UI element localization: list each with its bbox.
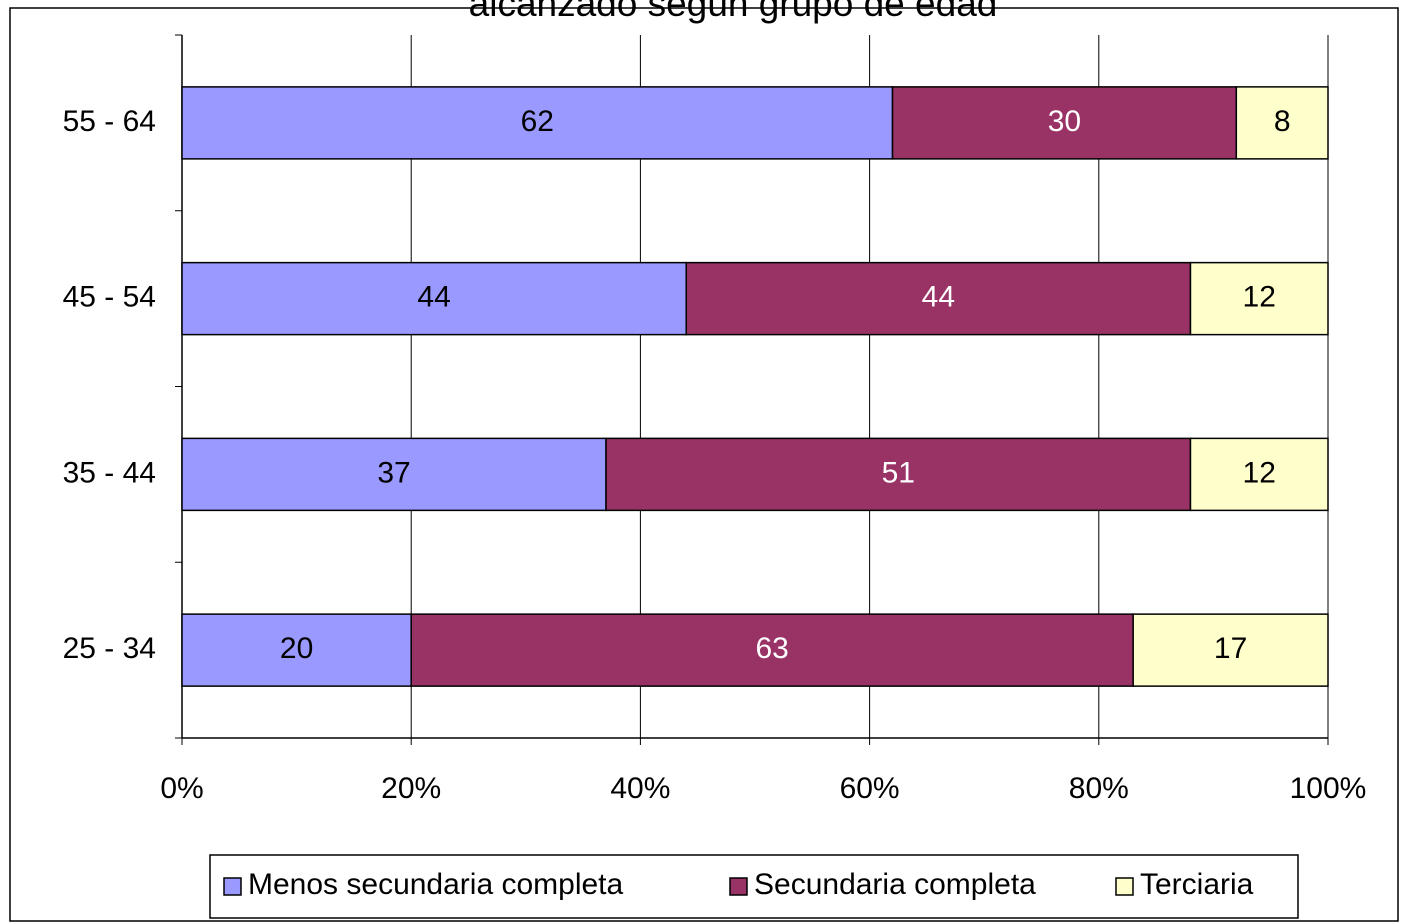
x-tick-label: 20% <box>381 772 441 805</box>
data-label: 12 <box>1243 281 1276 314</box>
data-label: 30 <box>1048 105 1081 138</box>
bar-segment <box>605 437 1192 512</box>
x-tick-label: 60% <box>840 772 900 805</box>
bar-segment <box>1132 613 1329 687</box>
data-label: 20 <box>280 632 313 665</box>
data-label: 62 <box>521 105 554 138</box>
x-tick-label: 0% <box>160 772 203 805</box>
data-label: 63 <box>756 632 789 665</box>
data-label: 17 <box>1214 632 1247 665</box>
bar-segment <box>1235 86 1329 160</box>
legend-swatch <box>223 877 242 896</box>
y-tick-label: 25 - 34 <box>63 632 156 665</box>
x-tick-label: 80% <box>1069 772 1129 805</box>
bar-segment <box>181 261 687 336</box>
bar-segment <box>410 613 1134 687</box>
chart-title: alcanzado según grupo de edad <box>469 0 998 24</box>
bar-segment <box>1189 437 1329 512</box>
x-tick-label: 40% <box>610 772 670 805</box>
data-label: 12 <box>1243 456 1276 489</box>
bar-segment <box>181 613 412 687</box>
legend-label: Secundaria completa <box>754 868 1036 901</box>
bar-segment <box>685 261 1192 336</box>
data-label: 44 <box>417 281 450 314</box>
bar-segment <box>181 437 607 512</box>
data-label: 44 <box>922 281 955 314</box>
legend-swatch <box>729 877 748 896</box>
data-label: 37 <box>377 456 410 489</box>
bar-segment <box>1189 261 1329 336</box>
y-tick-label: 45 - 54 <box>63 281 156 314</box>
legend-swatch <box>1115 877 1134 896</box>
x-tick-label: 100% <box>1290 772 1367 805</box>
data-label: 8 <box>1274 105 1291 138</box>
y-tick-label: 55 - 64 <box>63 105 156 138</box>
legend-label: Menos secundaria completa <box>248 868 624 901</box>
y-tick-label: 35 - 44 <box>63 456 156 489</box>
data-label: 51 <box>882 456 915 489</box>
legend-label: Terciaria <box>1140 868 1254 901</box>
